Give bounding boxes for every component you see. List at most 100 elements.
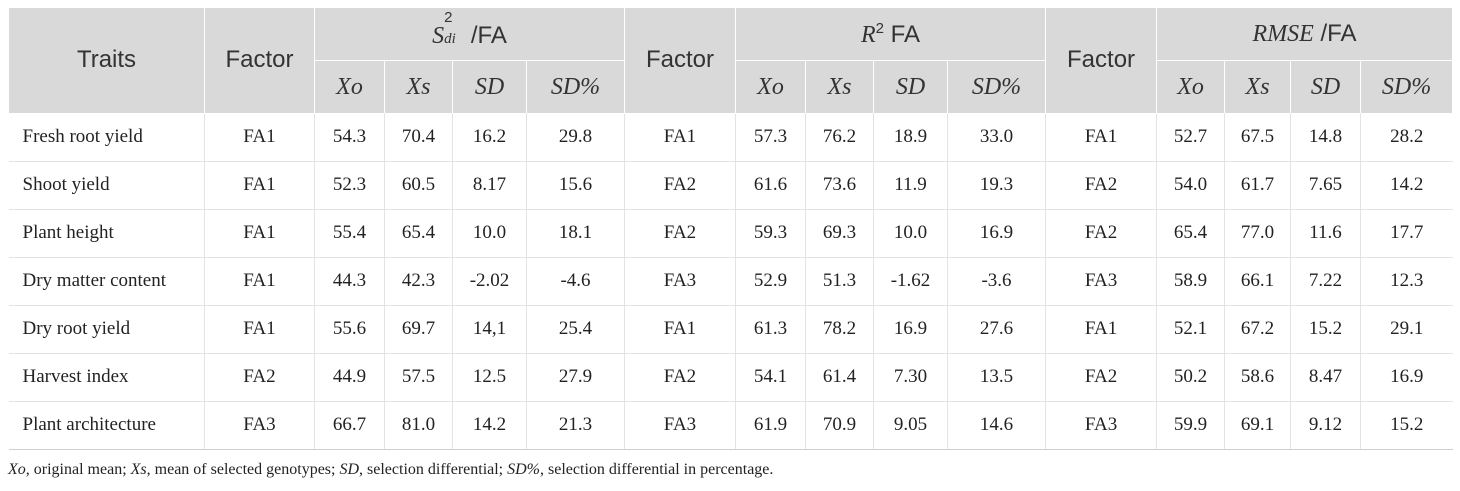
value-cell: 14.2	[452, 401, 527, 450]
factor-cell: FA1	[204, 161, 315, 210]
value-cell: 66.1	[1224, 257, 1291, 306]
value-cell: 15.2	[1360, 401, 1453, 450]
sub-header-sd: SD	[873, 60, 948, 113]
value-cell: 59.3	[735, 209, 806, 258]
value-cell: 55.4	[314, 209, 385, 258]
table-row: Dry matter content FA1 44.3 42.3 -2.02 -…	[8, 257, 1453, 306]
r2-rest: FA	[884, 20, 921, 48]
value-cell: 81.0	[384, 401, 453, 450]
s2di-sub: di	[444, 30, 456, 47]
footnote-term: SD	[339, 461, 360, 478]
value-cell: 50.2	[1156, 353, 1225, 402]
table-row: Plant architecture FA3 66.7 81.0 14.2 21…	[8, 401, 1453, 450]
value-cell: 69.1	[1224, 401, 1291, 450]
factor-cell: FA1	[624, 305, 736, 354]
value-cell: 65.4	[384, 209, 453, 258]
value-cell: 52.1	[1156, 305, 1225, 354]
value-cell: 44.9	[314, 353, 385, 402]
footnote-desc: , original mean;	[25, 461, 131, 478]
footnote-desc: , selection differential;	[359, 461, 508, 478]
header-row-1: Traits Factor S 2 di /FA Factor R2 FA Fact…	[8, 8, 1454, 114]
factor-cell: FA1	[1045, 305, 1157, 354]
value-cell: 12.3	[1360, 257, 1453, 306]
value-cell: 54.1	[735, 353, 806, 402]
value-cell: 61.9	[735, 401, 806, 450]
value-cell: 14.2	[1360, 161, 1453, 210]
sub-header-sd: SD	[452, 60, 527, 113]
value-cell: 21.3	[526, 401, 625, 450]
factor-cell: FA3	[204, 401, 315, 450]
table-row: Dry root yield FA1 55.6 69.7 14,1 25.4 F…	[8, 305, 1453, 354]
value-cell: 9.12	[1290, 401, 1361, 450]
value-cell: 65.4	[1156, 209, 1225, 258]
header-factor-3: Factor	[1045, 8, 1158, 114]
sub-header-sd-percent: SD%	[526, 60, 625, 113]
header-group-rmse: RMSE /FA	[1156, 8, 1454, 61]
factor-cell: FA1	[204, 113, 315, 162]
table-row: Harvest index FA2 44.9 57.5 12.5 27.9 FA…	[8, 353, 1453, 402]
s2di-rest: /FA	[464, 21, 507, 49]
factor-cell: FA1	[204, 257, 315, 306]
header-factor-1: Factor	[204, 8, 315, 114]
header-factor-2: Factor	[624, 8, 736, 114]
value-cell: 27.6	[946, 305, 1046, 354]
value-cell: 14.6	[946, 401, 1046, 450]
footnote-term: SD%	[507, 461, 541, 478]
value-cell: 57.5	[384, 353, 453, 402]
value-cell: 13.5	[946, 353, 1046, 402]
factor-cell: FA3	[624, 257, 736, 306]
rmse-base: RMSE	[1252, 21, 1314, 47]
value-cell: 60.5	[384, 161, 453, 210]
value-cell: 27.9	[526, 353, 625, 402]
value-cell: 9.05	[873, 401, 948, 450]
value-cell: 66.7	[314, 401, 385, 450]
trait-cell: Plant height	[8, 209, 205, 258]
table-row: Shoot yield FA1 52.3 60.5 8.17 15.6 FA2 …	[8, 161, 1453, 210]
value-cell: 11.6	[1290, 209, 1361, 258]
value-cell: 52.3	[314, 161, 385, 210]
sub-header-xo: Xo	[1156, 60, 1226, 113]
value-cell: 16.9	[873, 305, 948, 354]
value-cell: 61.7	[1224, 161, 1291, 210]
value-cell: 29.1	[1360, 305, 1453, 354]
value-cell: 16.2	[452, 113, 527, 162]
factor-cell: FA2	[1045, 209, 1157, 258]
value-cell: 51.3	[805, 257, 874, 306]
value-cell: 70.9	[805, 401, 874, 450]
value-cell: 58.6	[1224, 353, 1291, 402]
value-cell: 14.8	[1290, 113, 1361, 162]
value-cell: 8.17	[452, 161, 527, 210]
value-cell: 44.3	[314, 257, 385, 306]
value-cell: 52.9	[735, 257, 806, 306]
sub-header-xs: Xs	[384, 60, 453, 113]
value-cell: 58.9	[1156, 257, 1225, 306]
rmse-rest: /FA	[1313, 20, 1357, 47]
trait-cell: Harvest index	[8, 353, 205, 402]
value-cell: -4.6	[526, 257, 625, 306]
sub-header-sd-percent: SD%	[946, 60, 1047, 113]
factor-cell: FA3	[1045, 257, 1157, 306]
value-cell: 67.2	[1224, 305, 1291, 354]
factor-cell: FA2	[624, 353, 736, 402]
factor-cell: FA2	[624, 209, 736, 258]
value-cell: 54.0	[1156, 161, 1225, 210]
value-cell: 18.9	[873, 113, 948, 162]
value-cell: 10.0	[873, 209, 948, 258]
factor-cell: FA2	[1045, 161, 1157, 210]
footnote-term: Xo	[8, 461, 26, 478]
value-cell: 67.5	[1224, 113, 1291, 162]
sub-header-xs: Xs	[805, 60, 874, 113]
value-cell: 59.9	[1156, 401, 1225, 450]
factor-cell: FA2	[204, 353, 315, 402]
factor-cell: FA1	[624, 113, 736, 162]
value-cell: 70.4	[384, 113, 453, 162]
value-cell: 69.3	[805, 209, 874, 258]
value-cell: 7.65	[1290, 161, 1361, 210]
value-cell: 78.2	[805, 305, 874, 354]
value-cell: 10.0	[452, 209, 527, 258]
s2di-sup: 2	[444, 8, 453, 26]
footnote-desc: , mean of selected genotypes;	[146, 461, 340, 478]
value-cell: 76.2	[805, 113, 874, 162]
value-cell: 25.4	[526, 305, 625, 354]
